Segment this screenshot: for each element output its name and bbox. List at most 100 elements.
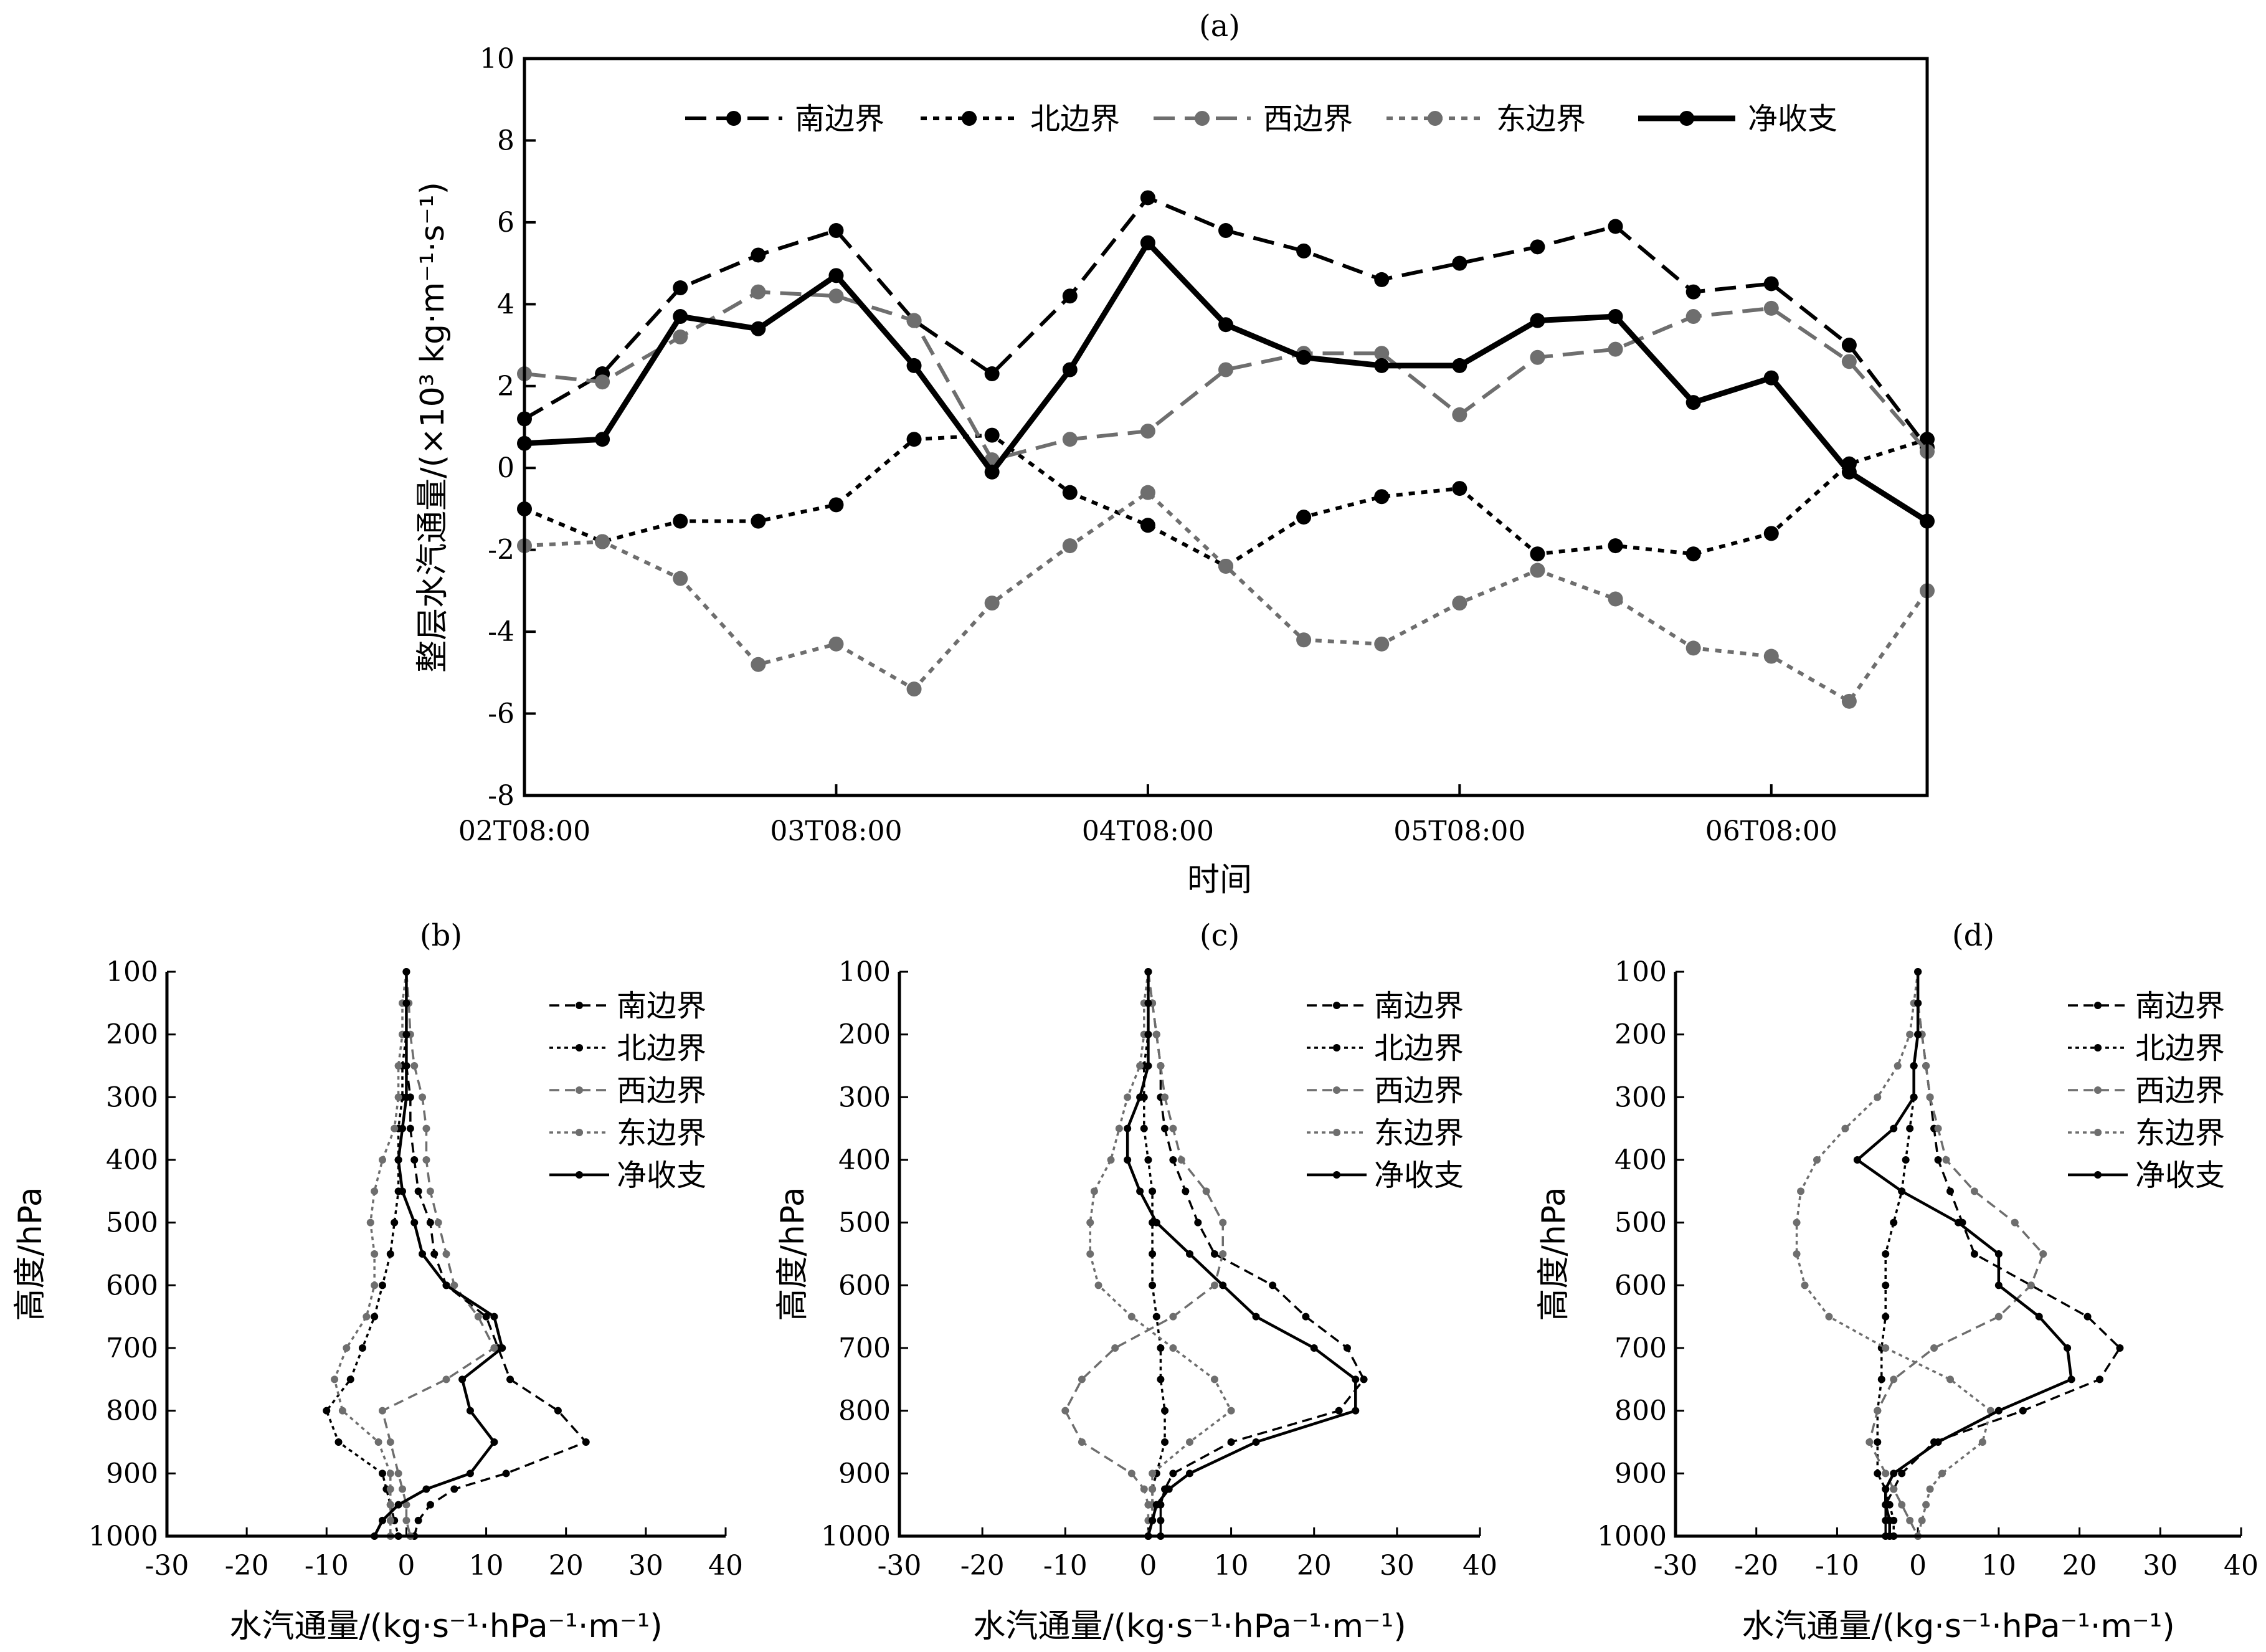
panel-b-point-east: [391, 1124, 399, 1132]
panel-b-point-east: [386, 1501, 394, 1509]
panel-c-xtick-label: 40: [1462, 1550, 1497, 1582]
panel-a-ytick-label: 10: [480, 43, 514, 75]
panel-b-point-net: [498, 1344, 506, 1352]
panel-a-point-east: [1452, 596, 1467, 611]
panel-c-point-net: [1149, 1516, 1157, 1524]
panel-c-axes: [898, 972, 1480, 1538]
panel-a-point-east: [1685, 640, 1701, 656]
panel-c-point-net: [1165, 1485, 1173, 1493]
panel-c-point-south: [1302, 1313, 1310, 1321]
panel-b-xtick-label: 40: [708, 1550, 743, 1582]
panel-a-point-east: [1608, 591, 1623, 607]
panel-b-point-north: [378, 1281, 386, 1289]
panel-a-point-west: [1608, 341, 1623, 357]
panel-a-ytick-label: 6: [497, 207, 514, 239]
panel-a-xtick-label: 04T08:00: [1082, 815, 1214, 847]
panel-b-legend-marker-north: [576, 1044, 583, 1051]
panel-c-xtick-label: -20: [960, 1550, 1005, 1582]
panel-c-point-west: [1169, 1124, 1177, 1132]
panel-a-point-south: [1530, 239, 1545, 255]
panel-d-point-net: [1853, 1156, 1861, 1164]
panel-d-ytick-label: 100: [1614, 956, 1667, 988]
panel-c-point-west: [1210, 1281, 1218, 1289]
panel-d-legend-marker-west: [2094, 1086, 2102, 1094]
panel-c-point-south: [1169, 1469, 1177, 1478]
panel-b-ytick-label: 900: [106, 1458, 158, 1489]
panel-d-point-west: [1942, 1156, 1950, 1164]
panel-a-ticks: -8 -6 -4 -2 0 2 4 6 8 10 02T08:00 03T08:00 04T08:00 0…: [458, 43, 1837, 847]
panel-c-legend-label-net: 净收支: [1374, 1158, 1464, 1193]
panel-a-point-north: [751, 513, 766, 529]
panel-b-point-north: [358, 1344, 366, 1352]
panel-d-ylabel: 高度/hPa: [1535, 1187, 1573, 1321]
panel-c-xtick-label: 10: [1214, 1550, 1249, 1582]
panel-b-point-west: [394, 1469, 402, 1478]
panel-c-xtick-label: 20: [1297, 1550, 1332, 1582]
panel-d-point-east: [1813, 1156, 1821, 1164]
panel-c-xtick-label: -30: [878, 1550, 922, 1582]
panel-c-point-net: [1144, 999, 1152, 1007]
panel-c-point-south: [1360, 1375, 1368, 1384]
panel-a-point-west: [1530, 349, 1545, 365]
panel-a-point-east: [751, 657, 766, 672]
panel-a: (a) -8 -6 -4 -2 0 2 4 6 8 10 02T08:00 03T08:00 04T08…: [414, 9, 1935, 899]
panel-c-point-east: [1086, 1218, 1094, 1227]
panel-a-point-south: [1296, 243, 1312, 259]
panel-a-point-east: [1374, 636, 1390, 652]
panel-b-point-net: [422, 1485, 430, 1493]
panel-b-ytick-label: 200: [106, 1019, 158, 1051]
panel-a-point-north: [1140, 518, 1155, 533]
panel-d-point-east: [1918, 1516, 1926, 1524]
panel-d-point-west: [1922, 1062, 1930, 1070]
panel-b-point-net: [442, 1281, 450, 1289]
panel-c-point-net: [1352, 1375, 1360, 1384]
panel-a-point-east: [1218, 558, 1233, 574]
panel-c-legend-marker-south: [1333, 1002, 1340, 1009]
panel-b-point-net: [402, 968, 410, 976]
panel-b-point-west: [399, 1485, 407, 1493]
panel-c-point-south: [1169, 1156, 1177, 1164]
panel-b-point-net: [466, 1407, 474, 1415]
panel-d-point-net: [1994, 1407, 2003, 1415]
panel-c-point-north: [1144, 1156, 1152, 1164]
panel-b-ylabel: 高度/hPa: [12, 1187, 49, 1321]
panel-a-point-net: [1062, 362, 1078, 377]
panel-d-ytick-label: 900: [1614, 1458, 1667, 1489]
panel-b-point-east: [338, 1407, 346, 1415]
panel-d-point-net: [1955, 1218, 1962, 1227]
panel-d-ytick-label: 800: [1614, 1395, 1667, 1427]
panel-c-point-east: [1090, 1187, 1098, 1195]
panel-b-point-south: [414, 1516, 422, 1524]
panel-c-point-east: [1186, 1438, 1193, 1446]
panel-a-point-south: [1218, 223, 1233, 239]
panel-a-ytick-label: -4: [488, 616, 514, 648]
panel-d-point-west: [2011, 1218, 2019, 1227]
panel-d-point-south: [2096, 1375, 2103, 1384]
panel-b-point-south: [502, 1469, 510, 1478]
panel-b-point-north: [371, 1313, 379, 1321]
panel-d-point-net: [1934, 1438, 1942, 1446]
panel-d-point-east: [1793, 1218, 1801, 1227]
panel-d-legend-label-north: 北边界: [2135, 1031, 2225, 1066]
panel-a-ytick-label: -8: [488, 780, 514, 812]
panel-b-legend-label-net: 净收支: [617, 1158, 706, 1193]
panel-a-point-east: [828, 636, 844, 652]
panel-a-legend-label-north: 北边界: [1030, 102, 1120, 136]
panel-d-point-east: [1906, 1030, 1914, 1038]
panel-b-ytick-label: 500: [106, 1207, 158, 1239]
panel-c-point-south: [1210, 1250, 1218, 1258]
panel-b-point-east: [394, 1062, 402, 1070]
panel-b-point-west: [442, 1375, 450, 1384]
panel-d-point-north: [1874, 1469, 1882, 1478]
panel-d-point-west: [1890, 1485, 1898, 1493]
panel-d-point-net: [1882, 1485, 1890, 1493]
panel-d-point-net: [1914, 1030, 1922, 1038]
panel-a-point-east: [595, 534, 610, 549]
panel-c-point-north: [1149, 1187, 1157, 1195]
panel-d-point-net: [1994, 1281, 2003, 1289]
panel-c-point-east: [1149, 1469, 1157, 1478]
panel-d-xtick-label: 40: [2224, 1550, 2259, 1582]
